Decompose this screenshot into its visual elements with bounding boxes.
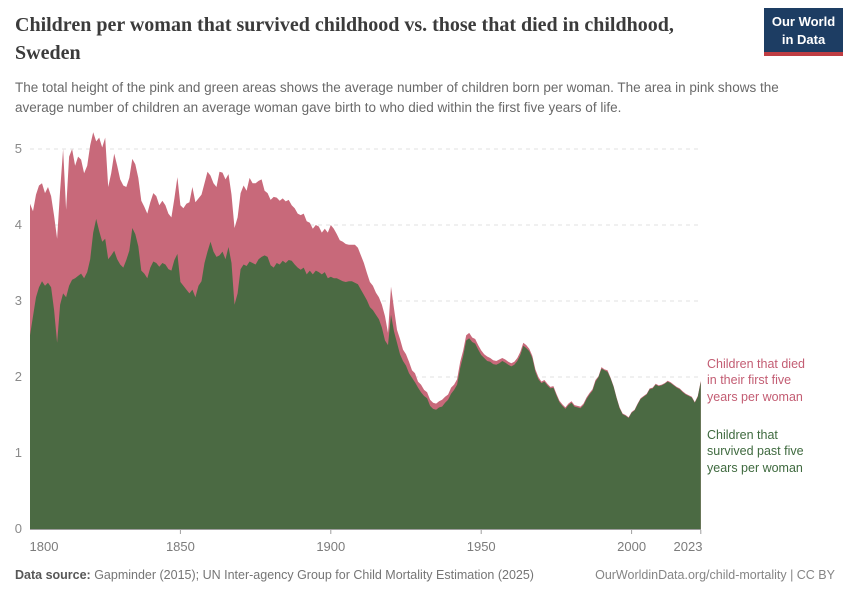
logo-line-2: in Data — [781, 31, 826, 47]
legend-survived-line-2: survived past five — [707, 444, 804, 459]
x-tick-2023: 2023 — [674, 539, 703, 554]
data-source-text: Gapminder (2015); UN Inter-agency Group … — [90, 568, 534, 582]
y-tick-3: 3 — [15, 293, 22, 308]
area-survived — [30, 218, 701, 529]
data-source-label: Data source: — [15, 568, 91, 582]
x-tick-2000: 2000 — [617, 539, 646, 554]
legend-survived: Children that survived past five years p… — [707, 427, 843, 476]
y-tick-2: 2 — [15, 369, 22, 384]
owid-logo: Our World in Data — [764, 8, 843, 56]
page-title: Children per woman that survived childho… — [15, 14, 674, 64]
legend-survived-line-1: Children that — [707, 428, 778, 442]
x-tick-1850: 1850 — [166, 539, 195, 554]
legend-died-line-2: in their first five — [707, 373, 792, 388]
legend-died-line-3: years per woman — [707, 389, 803, 404]
x-tick-1900: 1900 — [316, 539, 345, 554]
x-axis-ticks — [179, 530, 702, 534]
y-tick-1: 1 — [15, 445, 22, 460]
y-tick-0: 0 — [15, 521, 22, 536]
data-source-note: Data source: Gapminder (2015); UN Inter-… — [15, 568, 534, 582]
chart-subtitle: The total height of the pink and green a… — [15, 80, 779, 115]
y-tick-4: 4 — [15, 217, 22, 232]
y-axis-labels: 0 1 2 3 4 5 — [15, 141, 22, 536]
owid-url-license: OurWorldinData.org/child-mortality | CC … — [595, 568, 835, 582]
x-tick-1800: 1800 — [30, 539, 59, 554]
x-tick-1950: 1950 — [467, 539, 496, 554]
legend-died: Children that died in their first five y… — [707, 356, 843, 405]
legend-survived-line-3: years per woman — [707, 460, 803, 475]
logo-line-1: Our World — [771, 14, 836, 29]
y-tick-5: 5 — [15, 141, 22, 156]
legend-died-line-1: Children that died — [707, 357, 805, 371]
x-axis-labels: 1800 1850 1900 1950 2000 2023 — [30, 539, 703, 554]
